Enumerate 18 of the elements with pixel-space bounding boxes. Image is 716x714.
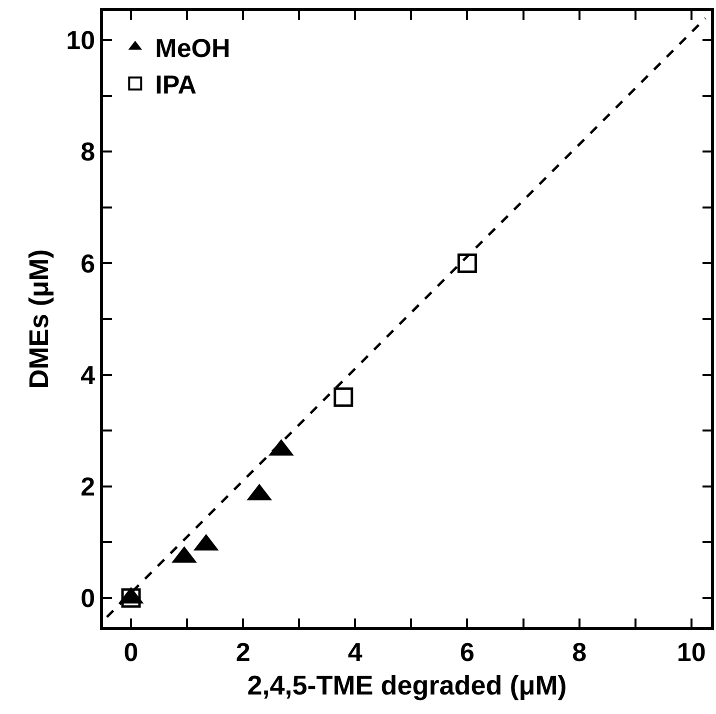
point xyxy=(334,387,354,407)
y-tick-label: 2 xyxy=(80,471,96,502)
x-axis-title: 2,4,5-TME degraded (μM) xyxy=(247,670,567,700)
legend-label: MeOH xyxy=(155,32,230,63)
x-tick-label: 10 xyxy=(676,636,706,667)
x-tick-label: 2 xyxy=(236,636,250,667)
y-axis-title: DMEs (μM) xyxy=(24,249,54,389)
x-tick-label: 6 xyxy=(460,636,474,667)
point xyxy=(457,253,477,273)
y-tick-label: 0 xyxy=(80,583,96,614)
y-tick-label: 10 xyxy=(66,25,96,56)
y-tick-label: 6 xyxy=(80,248,96,278)
y-tick-label: 8 xyxy=(80,136,96,167)
x-tick-label: 8 xyxy=(572,636,587,667)
x-tick-label: 4 xyxy=(348,636,363,667)
y-tick-label: 4 xyxy=(80,360,96,390)
legend-label: IPA xyxy=(155,70,197,100)
x-tick-label: 0 xyxy=(124,636,138,667)
